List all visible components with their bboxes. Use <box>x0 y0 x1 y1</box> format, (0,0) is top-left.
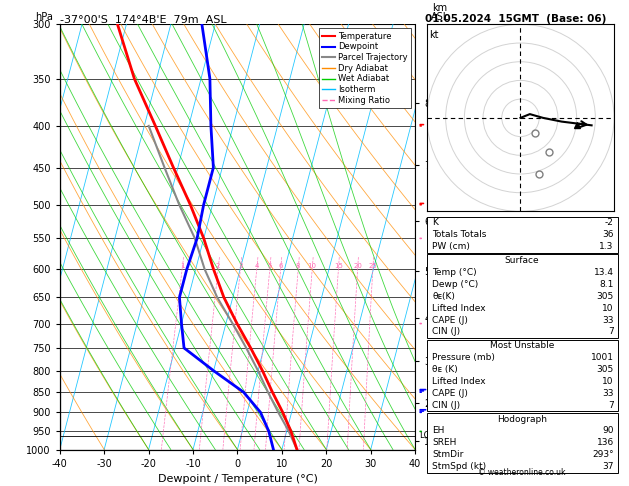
Text: 7: 7 <box>608 328 614 336</box>
Bar <box>426 255 618 338</box>
Text: LCL: LCL <box>419 432 434 440</box>
Legend: Temperature, Dewpoint, Parcel Trajectory, Dry Adiabat, Wet Adiabat, Isotherm, Mi: Temperature, Dewpoint, Parcel Trajectory… <box>319 29 411 108</box>
Bar <box>426 217 618 253</box>
Text: Dewp (°C): Dewp (°C) <box>432 280 479 289</box>
Text: θᴇ(K): θᴇ(K) <box>432 292 455 301</box>
Text: 13.4: 13.4 <box>594 268 614 277</box>
Text: 305: 305 <box>596 292 614 301</box>
Text: 33: 33 <box>602 389 614 398</box>
Bar <box>426 413 618 473</box>
Text: PW (cm): PW (cm) <box>432 242 470 251</box>
Text: K: K <box>432 218 438 227</box>
Text: 8: 8 <box>296 263 301 269</box>
Text: 33: 33 <box>602 315 614 325</box>
Text: 136: 136 <box>596 438 614 448</box>
Text: StmSpd (kt): StmSpd (kt) <box>432 462 486 471</box>
Text: 8.1: 8.1 <box>599 280 614 289</box>
Text: 25: 25 <box>369 263 377 269</box>
Text: Most Unstable: Most Unstable <box>490 341 554 350</box>
Text: 01.05.2024  15GMT  (Base: 06): 01.05.2024 15GMT (Base: 06) <box>425 14 606 24</box>
Text: 7: 7 <box>608 401 614 410</box>
Text: Lifted Index: Lifted Index <box>432 377 486 386</box>
Text: hPa: hPa <box>35 12 53 22</box>
Text: CIN (J): CIN (J) <box>432 328 460 336</box>
Text: -37°00'S  174°4B'E  79m  ASL: -37°00'S 174°4B'E 79m ASL <box>60 15 226 25</box>
Text: 37: 37 <box>602 462 614 471</box>
Text: 305: 305 <box>596 365 614 374</box>
Text: CAPE (J): CAPE (J) <box>432 315 468 325</box>
Text: 10: 10 <box>602 304 614 312</box>
Text: 36: 36 <box>602 230 614 239</box>
Text: StmDir: StmDir <box>432 451 464 459</box>
Text: Pressure (mb): Pressure (mb) <box>432 353 495 362</box>
Text: Hodograph: Hodograph <box>497 415 547 424</box>
Text: 6: 6 <box>279 263 283 269</box>
Text: EH: EH <box>432 427 445 435</box>
X-axis label: Dewpoint / Temperature (°C): Dewpoint / Temperature (°C) <box>157 474 318 484</box>
Text: SREH: SREH <box>432 438 457 448</box>
Text: CAPE (J): CAPE (J) <box>432 389 468 398</box>
Text: θᴇ (K): θᴇ (K) <box>432 365 458 374</box>
Text: -2: -2 <box>605 218 614 227</box>
Text: 10: 10 <box>308 263 317 269</box>
Text: kt: kt <box>429 30 438 40</box>
Text: 90: 90 <box>602 427 614 435</box>
Text: 293°: 293° <box>592 451 614 459</box>
Text: 15: 15 <box>334 263 343 269</box>
Text: 20: 20 <box>353 263 362 269</box>
Text: Totals Totals: Totals Totals <box>432 230 487 239</box>
Text: 4: 4 <box>255 263 259 269</box>
Text: 3: 3 <box>238 263 243 269</box>
Text: Surface: Surface <box>504 256 540 265</box>
Text: km
ASL: km ASL <box>431 3 449 22</box>
Bar <box>426 340 618 411</box>
Text: 10: 10 <box>602 377 614 386</box>
Text: © weatheronline.co.uk: © weatheronline.co.uk <box>478 469 566 477</box>
Text: Temp (°C): Temp (°C) <box>432 268 477 277</box>
Text: Lifted Index: Lifted Index <box>432 304 486 312</box>
Text: 1: 1 <box>180 263 184 269</box>
Text: CIN (J): CIN (J) <box>432 401 460 410</box>
Text: 1.3: 1.3 <box>599 242 614 251</box>
Text: 2: 2 <box>216 263 220 269</box>
Text: 5: 5 <box>267 263 272 269</box>
Text: 1001: 1001 <box>591 353 614 362</box>
